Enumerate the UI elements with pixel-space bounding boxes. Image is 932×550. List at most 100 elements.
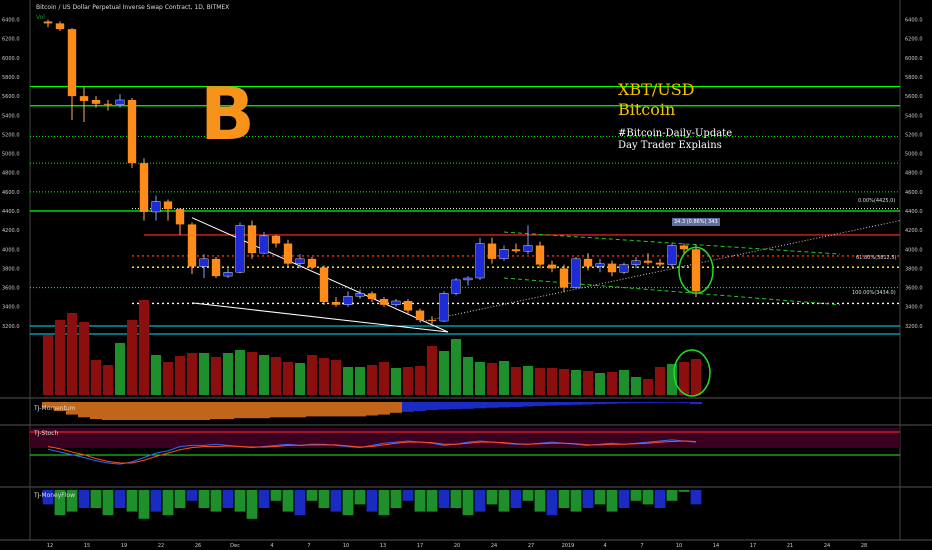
moneyflow-bar xyxy=(426,490,438,512)
volume-bar xyxy=(42,335,54,395)
candle-body xyxy=(127,99,137,164)
volume-bar xyxy=(198,353,210,395)
volume-bar xyxy=(666,364,678,395)
volume-bar xyxy=(282,362,294,395)
candle-body xyxy=(439,293,449,322)
moneyflow-pane-label: TJ-MoneyFlow xyxy=(34,492,75,499)
x-tick-label: 24 xyxy=(824,543,830,549)
momentum-bar xyxy=(402,402,414,412)
candle-body xyxy=(199,258,209,267)
y-tick-label-left: 3800.0 xyxy=(2,266,20,272)
moneyflow-bar xyxy=(438,490,450,508)
highlight-circle xyxy=(678,246,714,295)
candle-body xyxy=(415,310,425,321)
momentum-bar xyxy=(354,402,366,417)
y-tick-label-left: 3400.0 xyxy=(2,305,20,311)
candle-body xyxy=(595,263,605,267)
candle-body xyxy=(151,201,161,213)
y-tick-label-right: 4200.0 xyxy=(905,228,923,234)
moneyflow-bar xyxy=(114,490,126,508)
x-tick-label: 20 xyxy=(454,543,460,549)
stoch-band xyxy=(30,428,900,448)
moneyflow-bar xyxy=(270,490,282,501)
candle-body xyxy=(211,258,221,277)
candle-body xyxy=(355,293,365,297)
momentum-bar xyxy=(78,402,90,418)
y-tick-label-right: 3800.0 xyxy=(905,266,923,272)
candle-body xyxy=(235,225,245,273)
candle-body xyxy=(79,96,89,101)
x-tick-label: 26 xyxy=(195,543,201,549)
moneyflow-bar xyxy=(654,490,666,508)
moneyflow-bar xyxy=(342,490,354,516)
candle-body xyxy=(403,300,413,311)
volume-bar xyxy=(534,368,546,395)
volume-bar xyxy=(642,379,654,395)
volume-bar xyxy=(126,320,138,395)
candle-body xyxy=(67,29,77,97)
channel-line xyxy=(503,231,841,255)
y-tick-label-right: 6400.0 xyxy=(905,18,923,24)
x-tick-label: 7 xyxy=(640,543,643,549)
momentum-bar xyxy=(198,402,210,420)
volume-bar xyxy=(66,313,78,395)
momentum-bar xyxy=(366,402,378,416)
moneyflow-bar xyxy=(102,490,114,516)
y-tick-label-right: 6000.0 xyxy=(905,56,923,62)
candle-body xyxy=(271,235,281,244)
moneyflow-bar xyxy=(462,490,474,516)
asset-name: Bitcoin xyxy=(618,100,676,119)
candle-body xyxy=(427,320,437,322)
moneyflow-bar xyxy=(366,490,378,512)
candle-body xyxy=(91,99,101,104)
momentum-bar xyxy=(210,402,222,420)
moneyflow-bar xyxy=(282,490,294,512)
candle-body xyxy=(571,258,581,288)
moneyflow-bar xyxy=(258,490,270,508)
volume-bar xyxy=(138,300,150,395)
moneyflow-bar xyxy=(642,490,654,505)
candle-body xyxy=(55,23,65,30)
volume-label: Vol xyxy=(36,14,45,21)
x-tick-label: 12 xyxy=(47,543,53,549)
momentum-bar xyxy=(138,402,150,420)
volume-bar xyxy=(222,353,234,395)
volume-bar xyxy=(378,362,390,395)
moneyflow-bar xyxy=(498,490,510,512)
y-tick-label-left: 4600.0 xyxy=(2,190,20,196)
moneyflow-bar xyxy=(330,490,342,512)
momentum-bar xyxy=(438,402,450,410)
chart-title: Bitcoin / US Dollar Perpetual Inverse Sw… xyxy=(36,4,230,11)
moneyflow-bar xyxy=(138,490,150,519)
x-tick-label: 2019 xyxy=(562,543,575,549)
moneyflow-bar xyxy=(90,490,102,508)
volume-bar xyxy=(558,369,570,395)
volume-bar xyxy=(522,366,534,395)
candle-body xyxy=(115,99,125,105)
moneyflow-bar xyxy=(558,490,570,508)
x-tick-label: 17 xyxy=(417,543,423,549)
momentum-bar xyxy=(462,402,474,409)
candle-body xyxy=(379,299,389,305)
moneyflow-bar xyxy=(354,490,366,505)
candle-body xyxy=(259,235,269,254)
y-tick-label-left: 6000.0 xyxy=(2,56,20,62)
volume-bar xyxy=(150,355,162,395)
momentum-bar xyxy=(246,402,258,419)
moneyflow-bar xyxy=(606,490,618,512)
volume-bar xyxy=(294,363,306,395)
volume-bar xyxy=(402,367,414,395)
momentum-bar xyxy=(630,402,642,404)
candle-body xyxy=(655,262,665,265)
y-tick-label-left: 5400.0 xyxy=(2,113,20,119)
moneyflow-bar xyxy=(390,490,402,508)
volume-bar xyxy=(354,367,366,395)
moneyflow-bar xyxy=(666,490,678,501)
y-tick-label-right: 6200.0 xyxy=(905,37,923,43)
moneyflow-bar xyxy=(54,490,66,516)
y-tick-label-left: 4400.0 xyxy=(2,209,20,215)
y-tick-label-right: 3200.0 xyxy=(905,324,923,330)
momentum-bar xyxy=(234,402,246,419)
candle-body xyxy=(247,225,257,254)
